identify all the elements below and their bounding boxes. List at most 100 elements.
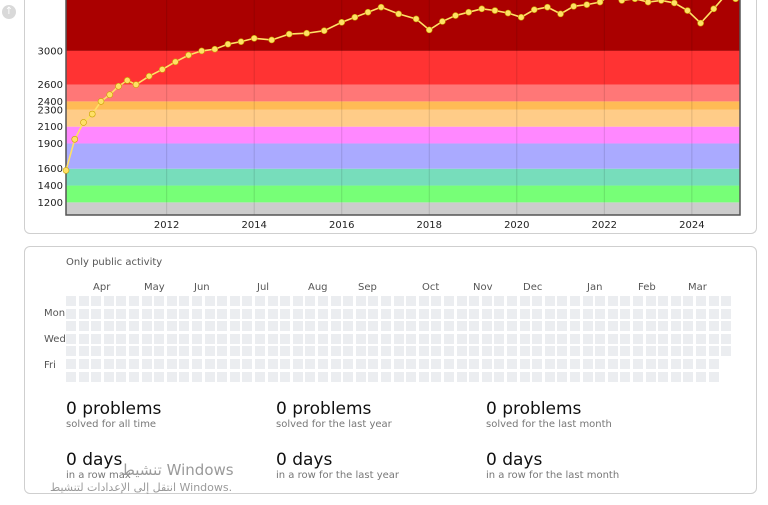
activity-cell: [494, 296, 505, 306]
rating-band: [66, 202, 740, 215]
rating-point: [684, 7, 691, 14]
activity-cell: [91, 359, 102, 369]
activity-cell: [683, 359, 694, 369]
activity-cell: [670, 321, 681, 332]
activity-cell: [179, 296, 190, 306]
activity-cell: [406, 321, 417, 332]
activity-cell: [607, 359, 618, 369]
activity-cell: [330, 333, 341, 344]
activity-cell: [204, 296, 215, 306]
activity-cell: [204, 346, 215, 357]
activity-cell: [481, 333, 492, 344]
activity-cell: [355, 308, 366, 319]
activity-cell: [456, 333, 467, 344]
stat-value: 0 days: [66, 450, 123, 470]
activity-cell: [91, 371, 102, 382]
rating-point: [338, 18, 346, 26]
activity-cell: [166, 371, 177, 382]
rating-point: [465, 8, 472, 16]
rating-point: [224, 40, 232, 48]
activity-cell: [154, 371, 165, 382]
activity-cell: [305, 333, 316, 344]
activity-cell: [519, 321, 530, 332]
activity-cell: [267, 359, 278, 369]
activity-cell: [444, 346, 454, 357]
stat-solved-last-year: 0 problems solved for the last year: [276, 399, 392, 431]
activity-cell: [78, 308, 89, 319]
activity-cell: [116, 333, 127, 344]
activity-cell: [129, 321, 139, 332]
activity-cell: [368, 359, 379, 369]
rating-band: [66, 50, 740, 85]
activity-cell: [418, 321, 429, 332]
activity-cell: [494, 321, 505, 332]
activity-cell: [381, 308, 391, 319]
activity-cell: [481, 308, 492, 319]
activity-cell: [582, 321, 593, 332]
x-tick-label: 2012: [154, 220, 179, 231]
rating-point: [557, 10, 564, 18]
activity-cell: [721, 333, 732, 344]
activity-cell: [116, 296, 127, 306]
day-label: Mon: [44, 308, 66, 319]
activity-cell: [607, 333, 618, 344]
activity-cell: [393, 308, 404, 319]
activity-cell: [229, 296, 240, 306]
activity-cell: [431, 359, 442, 369]
activity-cell: [507, 296, 517, 306]
activity-cell: [166, 308, 177, 319]
y-tick-label: 2600: [38, 80, 63, 91]
activity-cell: [595, 333, 606, 344]
activity-cell: [192, 333, 202, 344]
activity-cell: [431, 321, 442, 332]
stat-value: 0 days: [486, 450, 543, 470]
activity-cell: [494, 371, 505, 382]
activity-cell: [66, 296, 76, 306]
activity-cell: [255, 308, 265, 319]
activity-cell: [103, 308, 114, 319]
activity-cell: [280, 359, 291, 369]
activity-cell: [381, 371, 391, 382]
activity-cell: [494, 346, 505, 357]
activity-cell: [456, 359, 467, 369]
month-label: Nov: [473, 282, 493, 293]
activity-cell: [116, 346, 127, 357]
activity-cell: [557, 333, 568, 344]
rating-point: [185, 51, 192, 59]
stat-caption: solved for all time: [66, 419, 157, 430]
activity-cell: [305, 308, 316, 319]
activity-cell: [444, 333, 454, 344]
activity-cell: [658, 296, 669, 306]
activity-cell: [444, 296, 454, 306]
scroll-up-icon[interactable]: ↑: [2, 5, 16, 19]
activity-cell: [217, 346, 228, 357]
activity-cell: [343, 333, 354, 344]
activity-cell: [595, 308, 606, 319]
activity-cell: [708, 333, 719, 344]
rating-point: [364, 8, 372, 16]
activity-cell: [519, 359, 530, 369]
y-tick-label: 1200: [38, 198, 63, 209]
activity-cell: [595, 296, 606, 306]
activity-cell: [141, 308, 152, 319]
activity-cell: [318, 346, 328, 357]
rating-point: [710, 5, 718, 13]
activity-cell: [469, 371, 480, 382]
activity-cell: [166, 359, 177, 369]
windows-activation-watermark-text: انتقل إلى الإعدادات لتنشيط Windows.: [50, 481, 233, 494]
activity-cell: [544, 333, 555, 344]
activity-cell: [129, 296, 139, 306]
activity-cell: [620, 371, 631, 382]
activity-cell: [570, 321, 580, 332]
rating-point: [211, 45, 219, 53]
activity-cell: [519, 371, 530, 382]
activity-cell: [406, 346, 417, 357]
activity-cell: [305, 321, 316, 332]
activity-cell: [418, 371, 429, 382]
activity-cell: [368, 346, 379, 357]
y-tick-label: 1600: [38, 164, 63, 175]
rating-point: [285, 30, 293, 38]
activity-cell: [267, 296, 278, 306]
activity-cell: [481, 359, 492, 369]
rating-point: [80, 119, 87, 126]
